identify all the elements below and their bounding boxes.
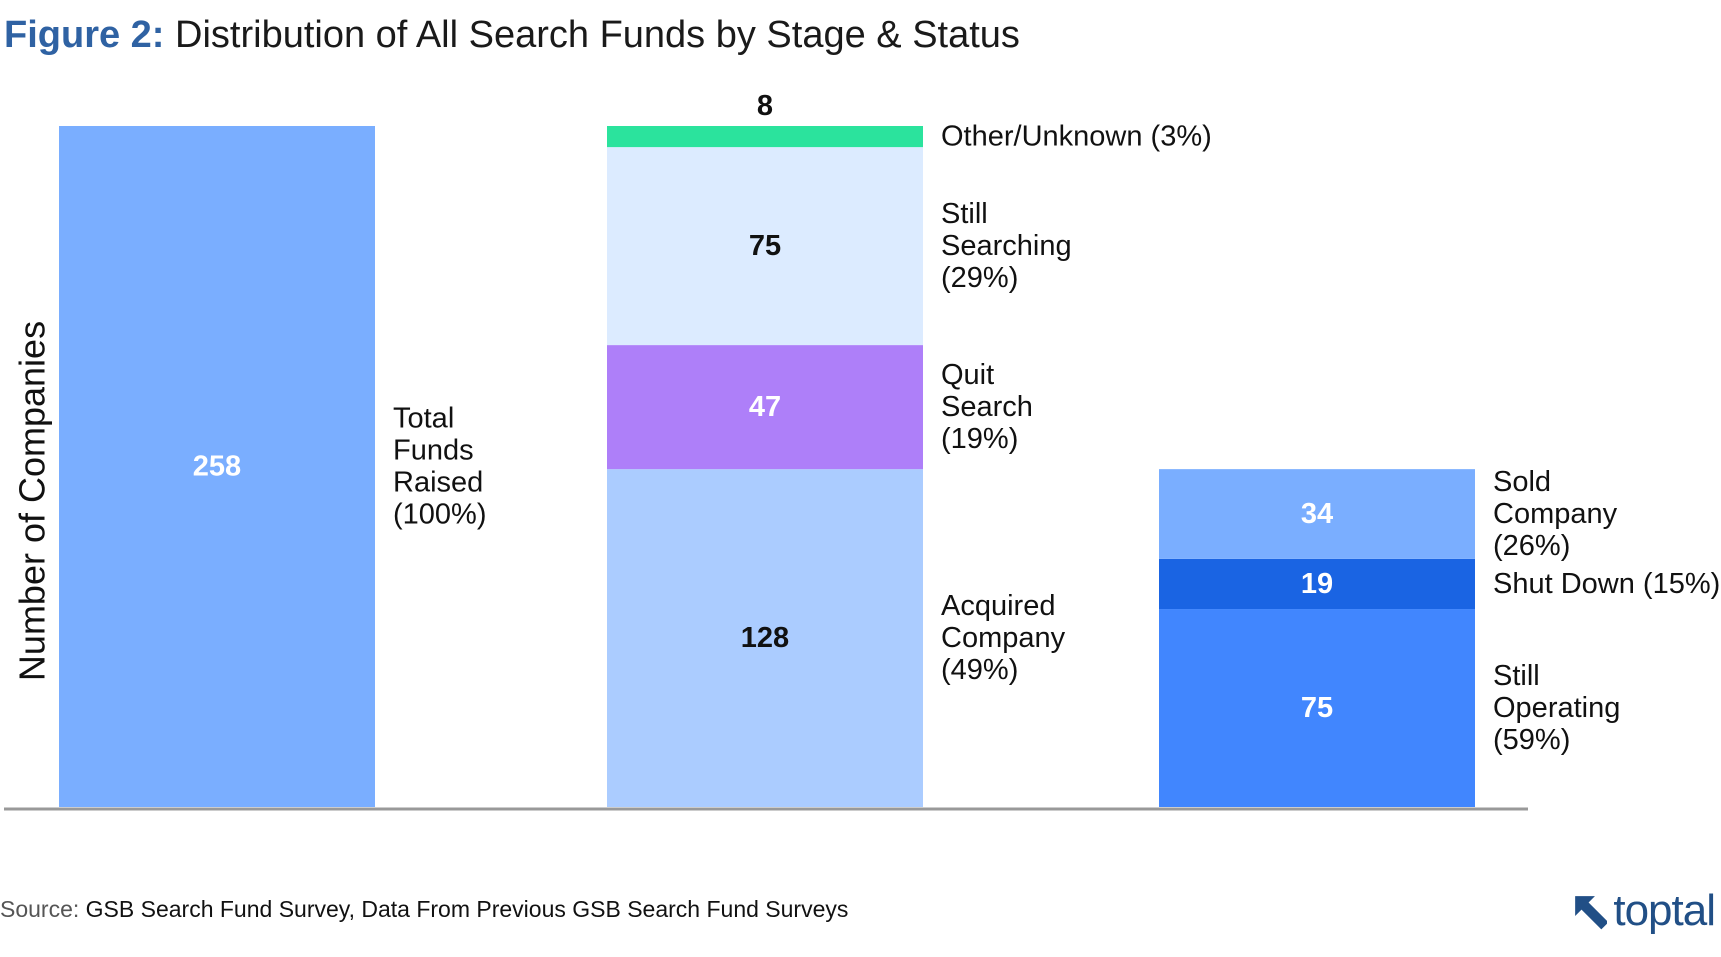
category-label-line: Searching [941,230,1072,262]
bar-segment [1159,609,1475,807]
bar-segment [607,126,923,148]
data-label: 19 [1301,568,1333,600]
bars-layer [59,126,1475,807]
category-label: Total Funds Raised (100%) [393,403,487,531]
bar-segment [1159,469,1475,559]
bar-segment [59,126,375,807]
category-label: Still Operating (59%) [1493,660,1620,756]
bar-segment [607,147,923,346]
source-prefix: Source: [0,896,80,922]
toptal-logo: toptal [1573,884,1716,938]
data-label: 8 [757,90,773,122]
category-label-line: (59%) [1493,724,1570,756]
toptal-logo-icon [1575,896,1608,930]
data-label: 258 [193,451,241,483]
category-label-line: (100%) [393,499,487,531]
category-label-line: Company [941,622,1066,654]
category-label-line: Funds [393,435,474,467]
data-label: 128 [741,622,789,654]
logo-wordmark: toptal [1613,886,1716,935]
category-label-line: Total [393,403,454,435]
category-label-line: Other/Unknown (3%) [941,121,1212,153]
chart-title: Figure 2: Distribution of All Search Fun… [4,14,1020,57]
category-label: Still Searching (29%) [941,198,1072,294]
bar-segment [1159,558,1475,610]
data-label: 34 [1301,498,1333,530]
data-label: 75 [749,230,781,262]
category-label-line: Quit [941,359,994,391]
category-label-line: Raised [393,467,483,499]
category-label-line: Shut Down (15%) [1493,568,1720,600]
source-note: Source: GSB Search Fund Survey, Data Fro… [0,896,848,923]
figure-title-text: Distribution of All Search Funds by Stag… [175,14,1020,56]
category-label-line: Search [941,391,1033,423]
category-label-line: Still [1493,660,1540,692]
category-label: Shut Down (15%) [1493,568,1720,600]
category-label: Sold Company (26%) [1493,466,1618,562]
data-label: 75 [1301,692,1333,724]
category-label-line: (49%) [941,654,1018,686]
category-label-line: Sold [1493,466,1551,498]
category-label-line: Still [941,198,988,230]
source-text: GSB Search Fund Survey, Data From Previo… [79,896,849,922]
y-axis-title: Number of Companies [12,321,53,681]
bar-segment [607,469,923,807]
category-label-line: Company [1493,498,1618,530]
category-label-line: (29%) [941,262,1018,294]
bar-segment [607,345,923,470]
category-label: Quit Search (19%) [941,359,1033,455]
category-label-line: Operating [1493,692,1620,724]
category-label-line: Acquired [941,590,1055,622]
category-label: Other/Unknown (3%) [941,121,1212,153]
category-label: Acquired Company (49%) [941,590,1066,686]
figure-number: Figure 2: [4,14,165,56]
category-label-line: (26%) [1493,530,1570,562]
category-label-line: (19%) [941,423,1018,455]
data-label: 47 [749,391,781,423]
